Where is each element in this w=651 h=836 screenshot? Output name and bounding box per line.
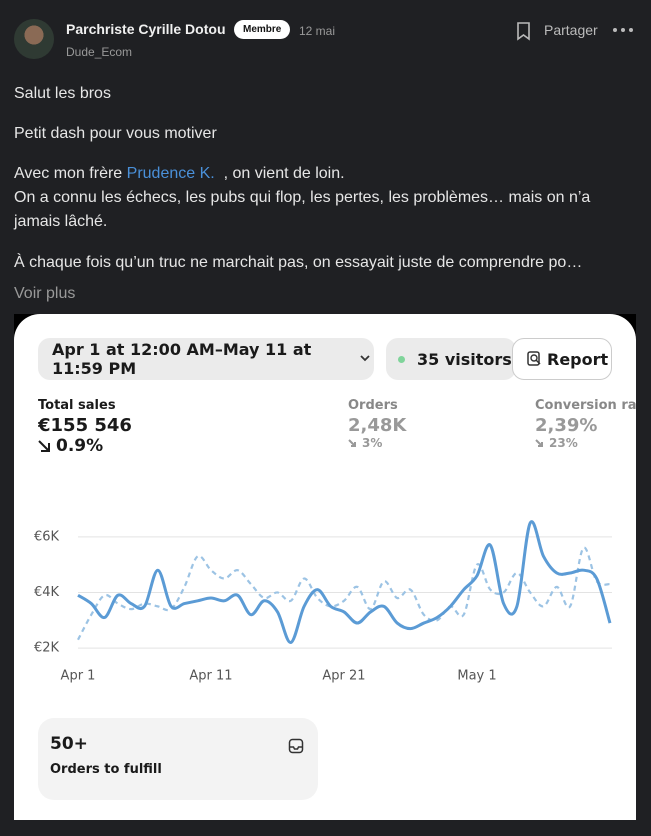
- sales-chart: €2K €4K €6K Apr 1 Apr 11 Apr 21 May 1: [34, 520, 612, 684]
- visitors-text: 35 visitors: [417, 349, 512, 369]
- down-arrow: [38, 440, 50, 452]
- paragraph: Petit dash pour vous motiver: [14, 125, 217, 142]
- chevron: [360, 355, 370, 362]
- metric-value: 2,48K: [348, 415, 407, 436]
- mention[interactable]: Prudence K.: [126, 165, 215, 182]
- down-arrow: [348, 439, 356, 447]
- avatar[interactable]: [14, 19, 54, 59]
- metric[interactable]: Orders 2,48K 3%: [348, 398, 518, 450]
- paragraph: Salut les bros: [14, 85, 111, 102]
- x-tick-label: Apr 11: [189, 669, 232, 684]
- metric-label: Total sales: [38, 398, 116, 413]
- see-more[interactable]: Voir plus: [14, 285, 76, 302]
- x-tick-label: May 1: [457, 669, 496, 684]
- paragraph: On a connu les échecs, les pubs qui flop…: [14, 189, 591, 230]
- paragraph: À chaque fois qu’un truc ne marchait pas…: [14, 254, 583, 271]
- date: 12 mai: [299, 24, 336, 38]
- paragraph: Avec mon frère Prudence K. , on vient de…: [14, 162, 634, 186]
- x-tick-label: Apr 1: [61, 669, 96, 684]
- x-tick-label: Apr 21: [322, 669, 365, 684]
- report-text: Report: [547, 349, 609, 369]
- fulfill-label: Orders to fulfill: [50, 762, 162, 777]
- dashboard-image[interactable]: Apr 1 at 12:00 AM–May 11 at 11:59 PM 35 …: [14, 314, 636, 820]
- series-line: [77, 546, 611, 641]
- metric-value: €155 546: [38, 415, 132, 436]
- metric-value: 2,39%: [535, 415, 598, 436]
- y-tick-label: €4K: [34, 585, 60, 600]
- inbox-icon: [288, 738, 304, 754]
- down-arrow: [535, 439, 543, 447]
- y-tick-label: €2K: [34, 641, 60, 656]
- date-range-text: Apr 1 at 12:00 AM–May 11 at 11:59 PM: [52, 340, 312, 378]
- y-tick-label: €6K: [34, 529, 60, 544]
- metric-change: 0.9%: [38, 436, 318, 456]
- metric-label: Orders: [348, 398, 398, 413]
- handle: Dude_Ecom: [66, 45, 133, 59]
- metric-label: Conversion rate: [535, 398, 636, 413]
- date-range: Apr 1 at 12:00 AM–May 11 at 11:59 PM: [38, 338, 374, 380]
- metric[interactable]: Conversion rate 2,39%23%: [535, 398, 636, 450]
- more-icon[interactable]: [612, 27, 634, 33]
- badge: Membre: [234, 20, 291, 39]
- report-button[interactable]: Report: [512, 338, 612, 380]
- bookmark-icon[interactable]: [514, 21, 534, 41]
- report-icon: [527, 351, 541, 366]
- fulfill-count: 50+: [50, 734, 88, 754]
- metric-change: 23%: [535, 436, 636, 450]
- metric-change: 3%: [348, 436, 518, 450]
- text: Avec mon frère: [14, 165, 123, 182]
- series-line: [77, 520, 612, 645]
- text: , on vient de loin.: [223, 165, 345, 182]
- dashboard-card: Apr 1 at 12:00 AM–May 11 at 11:59 PM 35 …: [14, 314, 636, 820]
- metric[interactable]: Total sales €155 546 0.9%: [38, 398, 318, 456]
- author[interactable]: Parchriste Cyrille Dotou: [66, 21, 226, 37]
- share[interactable]: Partager: [544, 22, 598, 38]
- fulfill-card[interactable]: 50+ Orders to fulfill: [38, 718, 318, 800]
- visitors: 35 visitors: [386, 338, 516, 380]
